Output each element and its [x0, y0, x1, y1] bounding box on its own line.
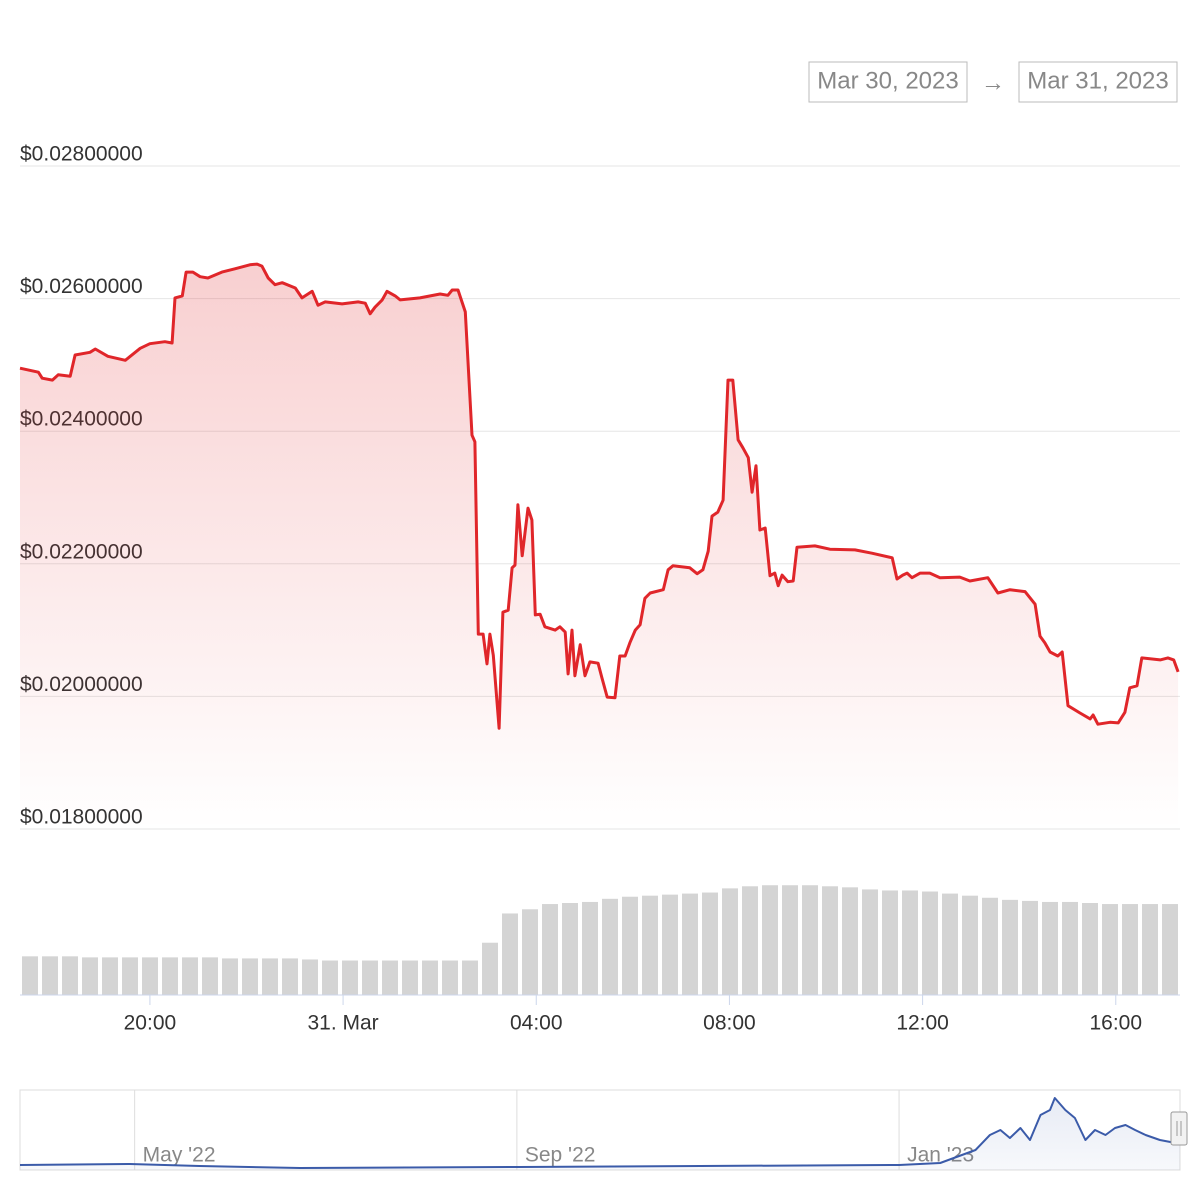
volume-bar — [342, 960, 358, 995]
volume-bar — [1102, 904, 1118, 995]
volume-bar — [542, 904, 558, 995]
x-tick-label: 08:00 — [703, 1012, 756, 1035]
navigator-tick-label: Sep '22 — [525, 1144, 596, 1167]
volume-bar — [462, 960, 478, 995]
volume-bar — [142, 957, 158, 995]
volume-bar — [442, 960, 458, 995]
volume-bar — [1162, 904, 1178, 995]
x-tick-label: 31. Mar — [307, 1012, 378, 1035]
price-line — [19, 1097, 1181, 1169]
volume-bar — [742, 886, 758, 995]
volume-bar — [922, 891, 938, 995]
x-tick-label: 04:00 — [510, 1012, 563, 1035]
volume-bar — [1062, 901, 1078, 995]
volume-bar — [582, 901, 598, 995]
volume-bar — [822, 886, 838, 995]
volume-bar — [842, 887, 858, 995]
volume-bar — [1142, 904, 1158, 995]
volume-bar — [1022, 900, 1038, 995]
volume-bar — [982, 897, 998, 995]
volume-bar — [522, 909, 538, 995]
volume-bar — [702, 892, 718, 995]
volume-bar — [1002, 899, 1018, 995]
volume-bar — [362, 960, 378, 995]
volume-bar — [1122, 904, 1138, 995]
volume-bar — [802, 885, 818, 995]
date-to-box[interactable] — [1018, 61, 1178, 103]
price-line — [19, 262, 1180, 730]
area-fill — [20, 1098, 1180, 1170]
date-from-box[interactable] — [808, 61, 968, 103]
volume-bar — [502, 913, 518, 995]
volume-bar — [1082, 903, 1098, 995]
x-tick-label: 16:00 — [1089, 1012, 1142, 1035]
volume-bar — [482, 942, 498, 995]
y-tick-label: $0.02600000 — [20, 275, 143, 298]
volume-bar — [162, 957, 178, 995]
volume-bar — [602, 898, 618, 995]
volume-bar — [382, 960, 398, 995]
volume-bar — [682, 893, 698, 995]
volume-bar — [722, 888, 738, 995]
volume-bar — [1042, 901, 1058, 995]
volume-bar — [182, 957, 198, 995]
volume-bar — [862, 889, 878, 995]
volume-bar — [402, 960, 418, 995]
date-separator: → — [981, 69, 1005, 96]
volume-bar — [902, 890, 918, 995]
volume-bar — [642, 895, 658, 995]
volume-bar — [662, 894, 678, 995]
date-from[interactable]: Mar 30, 2023 — [817, 67, 958, 94]
date-to[interactable]: Mar 31, 2023 — [1027, 67, 1168, 94]
navigator-handle[interactable] — [1170, 1111, 1188, 1146]
y-tick-label: $0.02800000 — [20, 143, 143, 166]
volume-bar — [102, 957, 118, 995]
x-tick-label: 20:00 — [124, 1012, 177, 1035]
volume-bar — [242, 958, 258, 995]
volume-bar — [942, 893, 958, 995]
volume-bar — [22, 956, 38, 995]
volume-bar — [282, 958, 298, 995]
area-fill — [20, 264, 1179, 830]
volume-bar — [62, 956, 78, 995]
volume-bar — [622, 896, 638, 995]
volume-bar — [882, 890, 898, 995]
navigator-tick-label: May '22 — [143, 1144, 216, 1167]
volume-bar — [762, 885, 778, 995]
volume-bar — [222, 958, 238, 995]
volume-bar — [122, 957, 138, 995]
volume-bar — [302, 959, 318, 995]
volume-bar — [562, 903, 578, 995]
volume-bar — [42, 956, 58, 995]
plot-layer: $0.02800000$0.02600000$0.02400000$0.0220… — [19, 143, 1181, 1170]
x-tick-label: 12:00 — [896, 1012, 949, 1035]
volume-bar — [422, 960, 438, 995]
volume-bar — [82, 957, 98, 995]
volume-bar — [262, 958, 278, 995]
volume-bar — [782, 885, 798, 995]
volume-bar — [322, 960, 338, 995]
volume-bar — [962, 895, 978, 995]
volume-bar — [202, 957, 218, 995]
